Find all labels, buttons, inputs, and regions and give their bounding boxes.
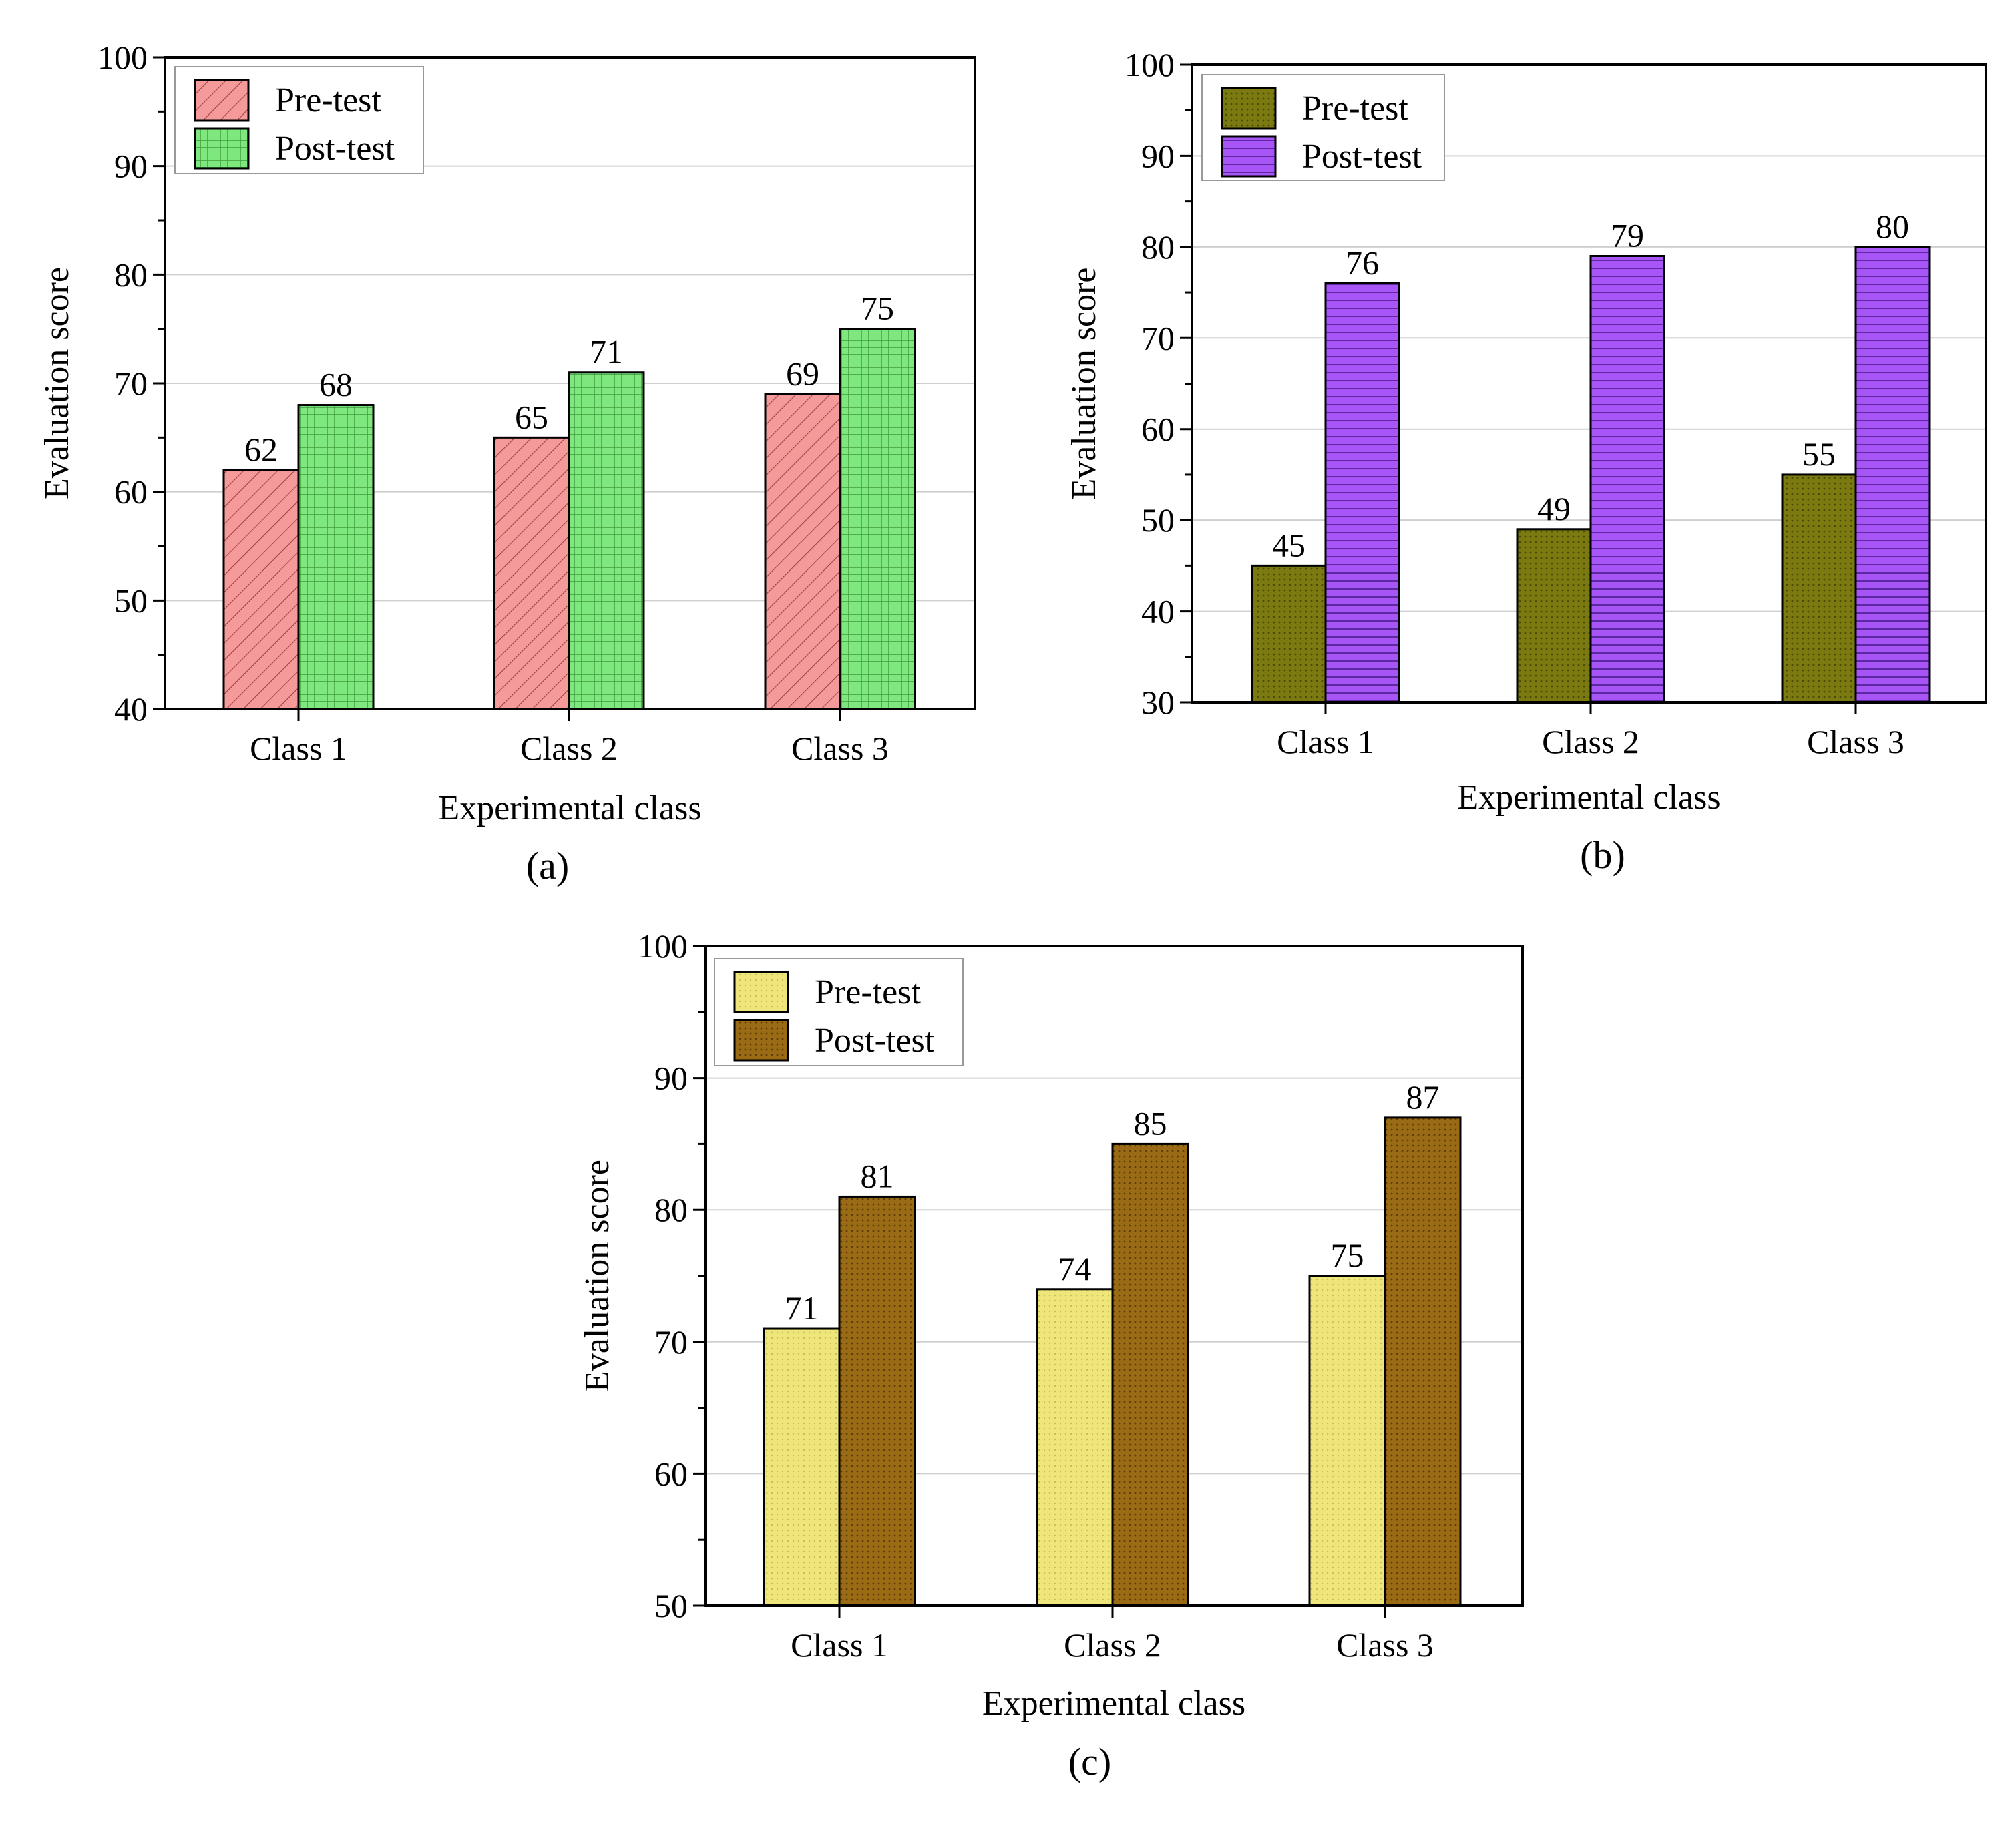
data-label: 65 <box>515 398 548 435</box>
bar-pre-test-2 <box>493 436 570 710</box>
data-label: 55 <box>1802 435 1836 473</box>
bar-post-test-3 <box>839 328 916 710</box>
bar-post-test-2 <box>1589 255 1665 704</box>
y-tick-label: 90 <box>654 1060 688 1097</box>
data-label: 81 <box>861 1157 894 1194</box>
bar-pre-test-1 <box>1251 564 1327 704</box>
data-label: 71 <box>590 333 623 371</box>
chart-panel-a: 62 65 69 68 71 75 40 50 60 70 80 90 100 Class 1 Class … <box>38 39 976 887</box>
x-axis-title: Experimental class <box>982 1684 1245 1723</box>
legend-swatch <box>733 971 789 1013</box>
x-axis-title: Experimental class <box>438 789 701 827</box>
y-axis-title: Evaluation score <box>1065 268 1103 500</box>
y-tick-label: 70 <box>1141 319 1175 357</box>
panel-label: (a) <box>526 844 569 887</box>
y-tick-label: 60 <box>654 1455 688 1492</box>
y-tick-label: 70 <box>654 1323 688 1361</box>
bar-post-test-2 <box>1111 1142 1189 1607</box>
data-label: 68 <box>319 366 353 403</box>
y-tick-label: 100 <box>638 927 688 965</box>
bar-pre-test-3 <box>1781 473 1857 704</box>
data-label: 71 <box>785 1289 819 1327</box>
chart-panels: 62 65 69 68 71 75 40 50 60 70 80 90 100 Class 1 Class … <box>38 39 1987 1783</box>
data-label: 69 <box>786 355 819 392</box>
bar-pre-test-2 <box>1516 528 1592 704</box>
x-tick-label: Class 3 <box>1807 723 1904 760</box>
legend-label: Post-test <box>815 1021 935 1060</box>
y-tick-label: 60 <box>1141 411 1175 448</box>
y-tick-label: 100 <box>1125 46 1175 83</box>
data-label: 75 <box>861 290 894 327</box>
y-tick-label: 60 <box>114 473 148 511</box>
data-label: 74 <box>1058 1250 1092 1287</box>
data-label: 62 <box>244 431 278 468</box>
y-tick-label: 30 <box>1141 684 1175 721</box>
panel-label: (c) <box>1068 1740 1111 1783</box>
y-tick-label: 100 <box>97 39 148 76</box>
legend: Pre-test Post-test <box>714 958 964 1066</box>
bar-post-test-1 <box>1324 282 1400 704</box>
legend-swatch <box>194 127 250 170</box>
x-tick-label: Class 3 <box>791 730 889 767</box>
y-tick-label: 80 <box>114 256 148 293</box>
data-label: 45 <box>1272 526 1305 563</box>
y-axis-title: Evaluation score <box>38 267 76 499</box>
x-tick-label: Class 1 <box>791 1626 888 1664</box>
bar-pre-test-2 <box>1036 1288 1114 1607</box>
bar-post-test-3 <box>1854 246 1931 704</box>
panel-label: (b) <box>1580 833 1625 877</box>
bar-pre-test-1 <box>222 469 300 710</box>
legend-swatch <box>194 79 250 122</box>
y-tick-label: 50 <box>1141 501 1175 539</box>
legend-swatch <box>733 1019 789 1062</box>
y-tick-label: 80 <box>1141 228 1175 266</box>
legend: Pre-test Post-test <box>174 66 424 174</box>
data-label: 80 <box>1876 208 1909 245</box>
data-label: 87 <box>1406 1078 1440 1116</box>
x-tick-label: Class 2 <box>1064 1626 1161 1664</box>
y-tick-label: 40 <box>1141 593 1175 630</box>
legend-label: Pre-test <box>1302 89 1408 128</box>
legend-label: Post-test <box>275 130 395 168</box>
x-tick-label: Class 2 <box>1542 723 1639 760</box>
legend-label: Pre-test <box>815 973 921 1011</box>
y-tick-label: 90 <box>1141 137 1175 174</box>
x-tick-label: Class 1 <box>1277 723 1374 760</box>
x-tick-label: Class 2 <box>520 730 618 767</box>
legend: Pre-test Post-test <box>1201 74 1445 181</box>
bar-pre-test-3 <box>764 393 841 710</box>
legend-swatch <box>1221 87 1277 130</box>
y-tick-label: 80 <box>654 1191 688 1228</box>
legend-label: Post-test <box>1302 138 1422 176</box>
data-label: 76 <box>1346 244 1379 281</box>
data-label: 79 <box>1611 217 1644 254</box>
data-label: 49 <box>1537 490 1571 527</box>
x-axis-title: Experimental class <box>1457 778 1720 817</box>
bar-post-test-1 <box>297 404 375 710</box>
x-tick-label: Class 1 <box>250 730 347 767</box>
bar-pre-test-3 <box>1308 1275 1386 1607</box>
y-tick-label: 40 <box>114 690 148 728</box>
bar-post-test-3 <box>1384 1116 1462 1607</box>
x-tick-label: Class 3 <box>1336 1626 1434 1664</box>
data-label: 85 <box>1134 1104 1167 1142</box>
chart-panel-b: 45 49 55 76 79 80 30 40 50 60 70 80 90 100 Class 1 Clas… <box>1065 46 1987 877</box>
y-axis-title: Evaluation score <box>578 1160 616 1392</box>
bar-post-test-2 <box>568 371 645 710</box>
y-tick-label: 70 <box>114 365 148 402</box>
data-label: 75 <box>1331 1236 1364 1274</box>
y-tick-label: 50 <box>114 582 148 619</box>
bar-pre-test-1 <box>763 1327 841 1607</box>
legend-label: Pre-test <box>275 81 381 120</box>
bar-post-test-1 <box>838 1195 916 1607</box>
y-tick-label: 50 <box>654 1587 688 1624</box>
chart-panel-c: 71 74 75 81 85 87 50 60 70 80 90 100 Class 1 Class 2 C… <box>578 927 1524 1783</box>
y-tick-label: 90 <box>114 148 148 185</box>
legend-swatch <box>1221 135 1277 178</box>
